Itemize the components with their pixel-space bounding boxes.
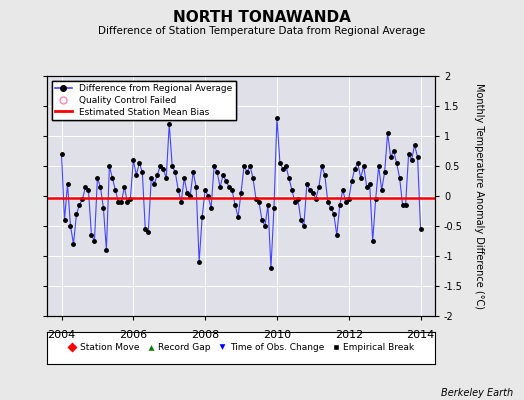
- Text: 2004: 2004: [47, 330, 75, 340]
- Text: Difference of Station Temperature Data from Regional Average: Difference of Station Temperature Data f…: [99, 26, 425, 36]
- Text: 2006: 2006: [119, 330, 147, 340]
- Text: NORTH TONAWANDA: NORTH TONAWANDA: [173, 10, 351, 25]
- Y-axis label: Monthly Temperature Anomaly Difference (°C): Monthly Temperature Anomaly Difference (…: [474, 83, 484, 309]
- Legend: Station Move, Record Gap, Time of Obs. Change, Empirical Break: Station Move, Record Gap, Time of Obs. C…: [64, 340, 418, 356]
- Text: 2010: 2010: [263, 330, 291, 340]
- Text: 2014: 2014: [407, 330, 435, 340]
- Legend: Difference from Regional Average, Quality Control Failed, Estimated Station Mean: Difference from Regional Average, Qualit…: [52, 80, 236, 120]
- Text: 2012: 2012: [335, 330, 363, 340]
- Text: 2008: 2008: [191, 330, 219, 340]
- Text: Berkeley Earth: Berkeley Earth: [441, 388, 514, 398]
